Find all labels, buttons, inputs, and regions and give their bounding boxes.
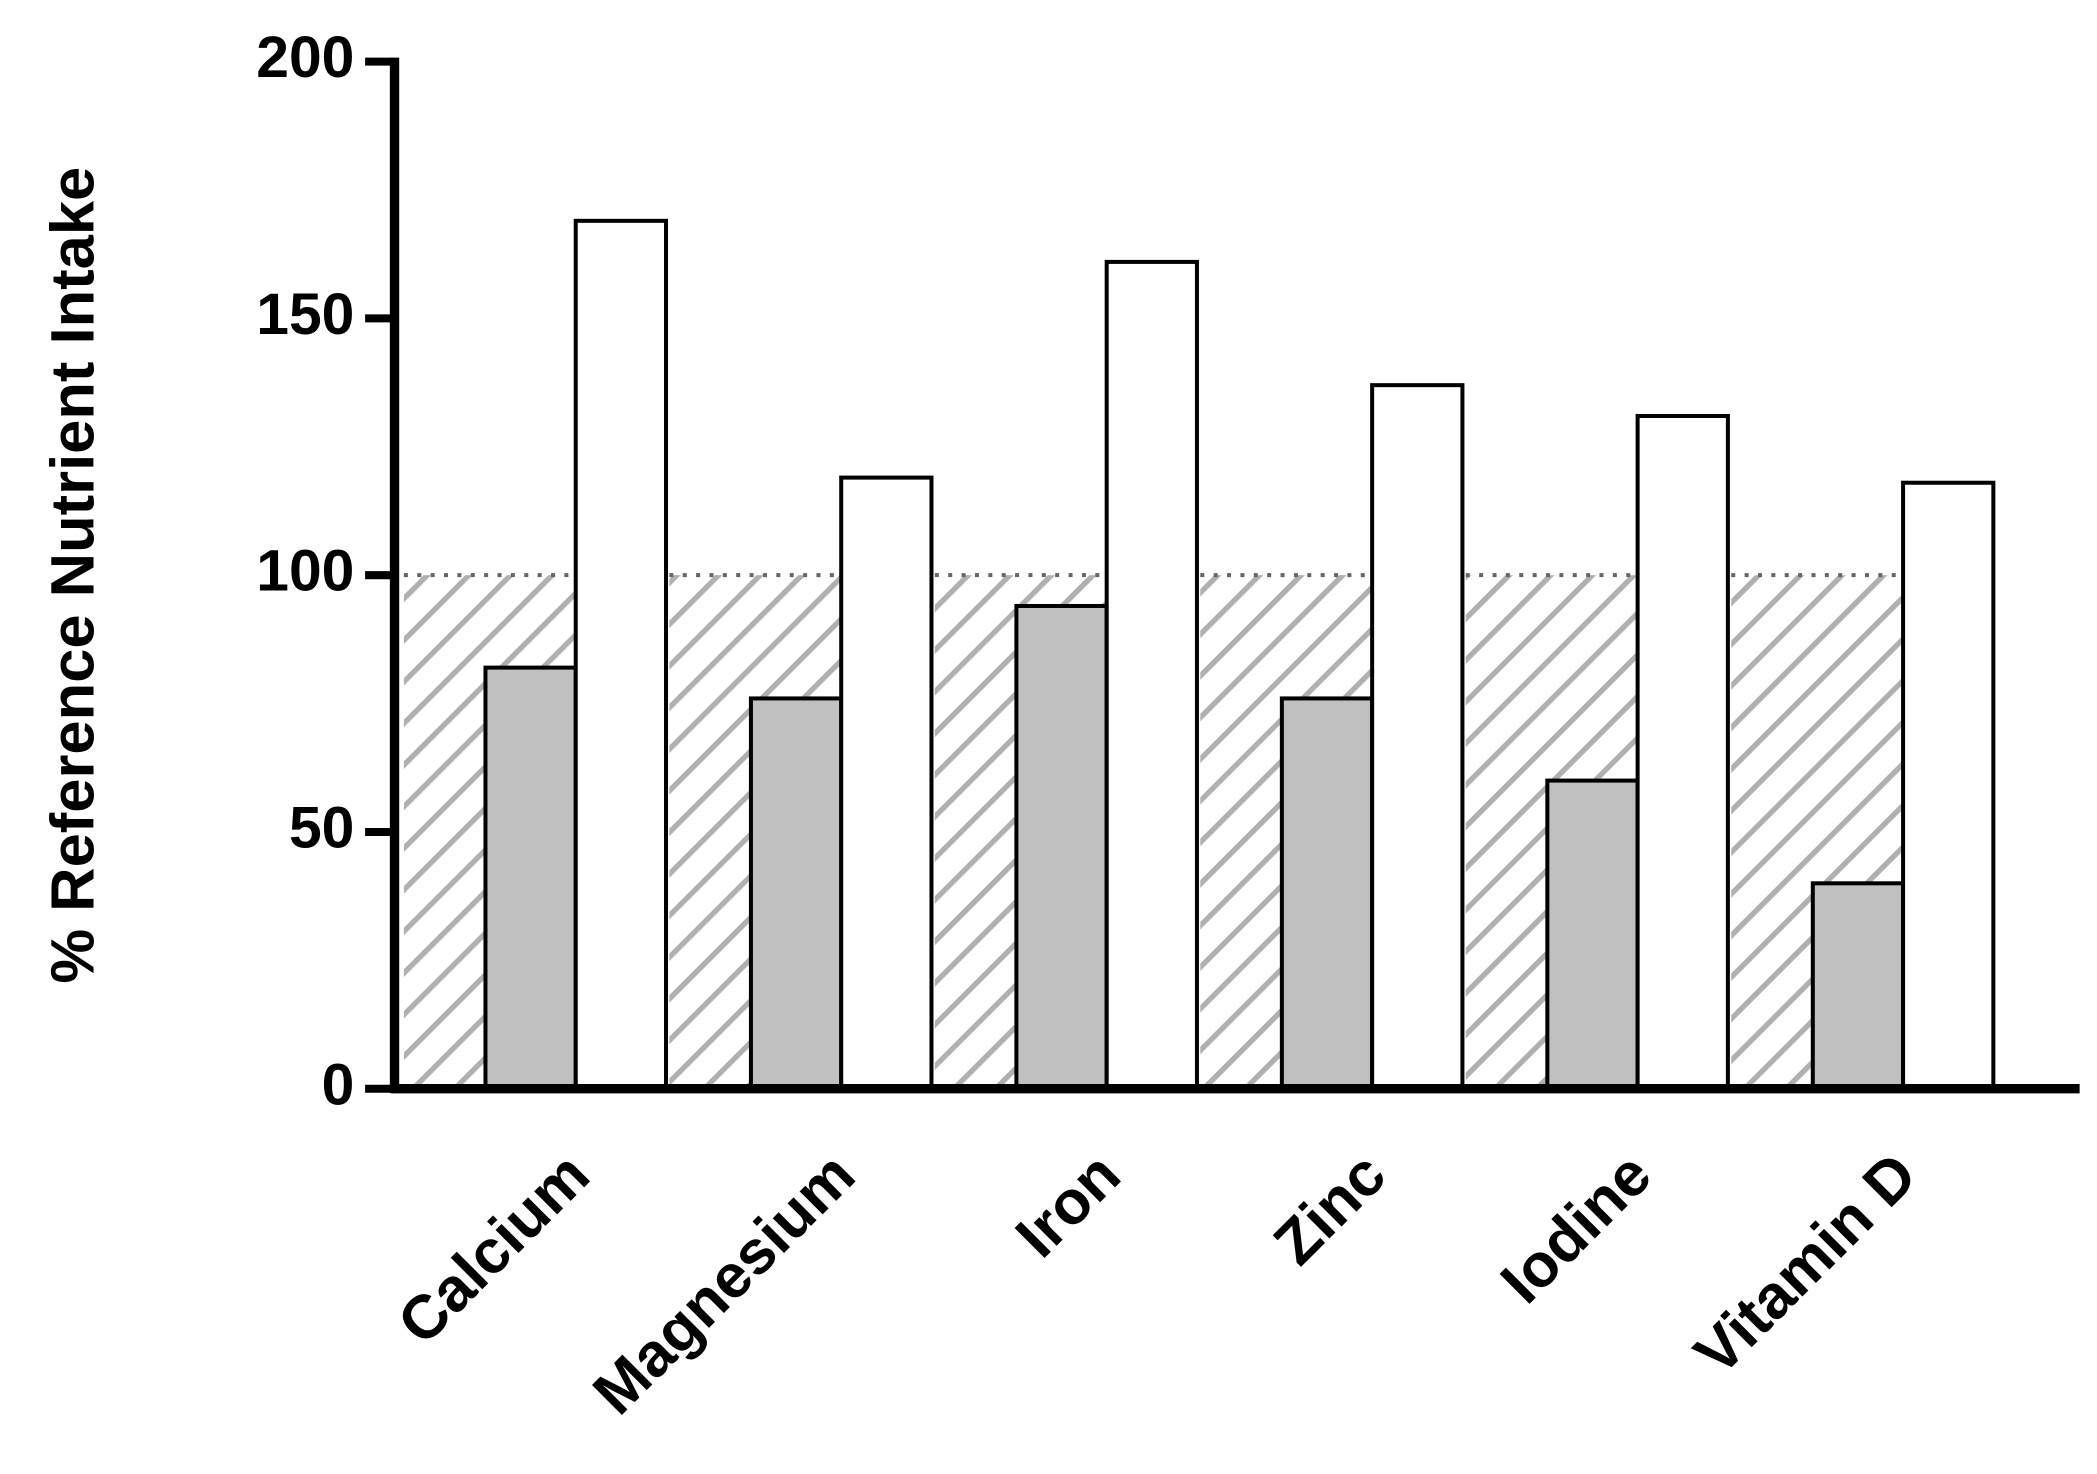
y-axis-label: % Reference Nutrient Intake bbox=[39, 167, 108, 984]
bar bbox=[1370, 383, 1465, 1091]
x-tick-label: Zinc bbox=[1261, 1140, 1399, 1278]
bar bbox=[1279, 696, 1375, 1091]
bar bbox=[573, 218, 669, 1091]
bar bbox=[1104, 259, 1199, 1091]
bar bbox=[839, 475, 934, 1091]
x-tick-label: Iron bbox=[1003, 1140, 1134, 1271]
y-tick-label: 150 bbox=[256, 282, 354, 347]
y-tick-label: 100 bbox=[256, 539, 354, 604]
bar bbox=[1545, 778, 1640, 1091]
x-tick-label: Magnesium bbox=[580, 1140, 868, 1428]
bar bbox=[483, 665, 578, 1091]
bar bbox=[748, 696, 844, 1091]
y-tick-label: 200 bbox=[256, 25, 354, 90]
y-tick-label: 0 bbox=[322, 1052, 355, 1117]
bar bbox=[1901, 480, 1996, 1091]
bar bbox=[1014, 603, 1109, 1091]
y-tick-label: 50 bbox=[289, 796, 354, 861]
x-tick-label: Calcium bbox=[385, 1140, 603, 1358]
bar bbox=[1810, 881, 1906, 1091]
x-tick-label: Iodine bbox=[1488, 1140, 1665, 1317]
bar bbox=[1635, 413, 1730, 1091]
x-tick-label: Vitamin D bbox=[1681, 1140, 1930, 1389]
